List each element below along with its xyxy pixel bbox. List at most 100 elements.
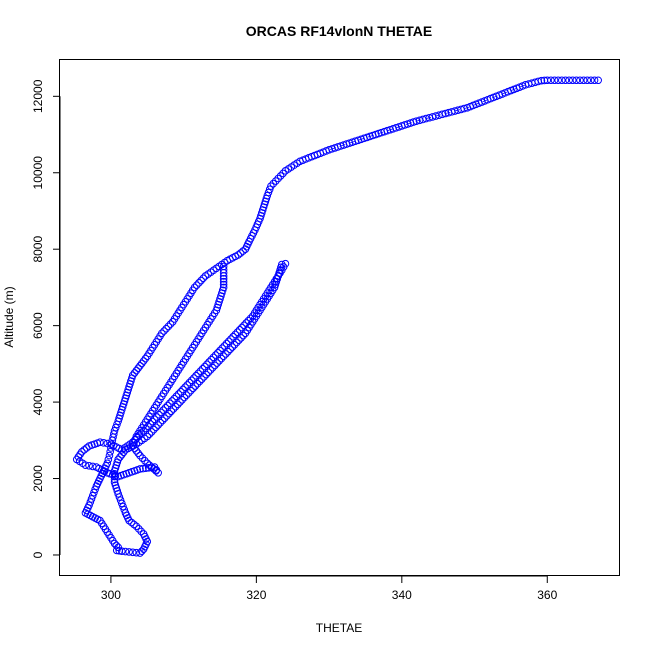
data-point	[228, 343, 237, 351]
data-point	[194, 369, 202, 378]
data-point	[178, 396, 186, 404]
data-point	[82, 444, 91, 452]
data-point	[181, 383, 189, 391]
data-point	[152, 467, 160, 475]
data-point	[198, 365, 207, 373]
data-point	[139, 464, 147, 473]
data-point	[267, 182, 275, 190]
y-tick-label: 4000	[31, 388, 45, 415]
data-point	[88, 491, 97, 500]
data-point	[565, 76, 573, 85]
data-point	[197, 276, 205, 285]
data-point	[214, 348, 222, 357]
data-point	[218, 344, 226, 353]
data-point	[195, 377, 204, 386]
data-point	[235, 326, 244, 334]
data-point	[154, 469, 162, 477]
data-point	[193, 379, 202, 388]
data-point	[164, 322, 173, 331]
data-point	[185, 378, 194, 387]
x-tick-label: 320	[246, 588, 266, 602]
data-point	[209, 353, 218, 362]
y-tick-label: 0	[31, 551, 45, 558]
data-point	[246, 314, 255, 323]
y-tick-label: 6000	[31, 312, 45, 339]
data-point	[112, 546, 121, 555]
data-point	[239, 331, 248, 340]
data-point	[131, 435, 139, 444]
data-point	[590, 76, 599, 85]
data-point	[190, 374, 198, 382]
data-point	[217, 354, 226, 363]
data-point	[206, 366, 215, 374]
data-point	[231, 330, 240, 339]
data-point	[240, 321, 248, 330]
data-point	[587, 76, 595, 85]
data-point	[125, 548, 133, 556]
data-point	[160, 327, 168, 335]
data-point	[132, 447, 141, 455]
data-point	[224, 347, 232, 356]
data-point	[192, 371, 200, 380]
data-point	[200, 362, 209, 371]
data-point	[168, 318, 177, 326]
x-tick-label: 340	[392, 588, 412, 602]
data-point	[182, 391, 191, 400]
data-point	[271, 177, 280, 185]
data-point	[200, 373, 208, 381]
data-point	[119, 502, 127, 511]
data-point	[134, 525, 143, 533]
data-point	[136, 465, 144, 473]
data-point	[279, 169, 287, 178]
data-point	[158, 416, 167, 425]
data-point	[167, 407, 176, 416]
data-point	[222, 339, 231, 348]
data-point	[269, 179, 278, 188]
data-point	[216, 346, 224, 355]
data-point	[143, 352, 152, 361]
data-point	[248, 312, 257, 320]
data-point	[114, 417, 122, 426]
data-point	[220, 342, 229, 350]
data-point	[219, 280, 228, 289]
data-point	[152, 413, 161, 421]
data-point	[145, 461, 154, 469]
data-point	[219, 275, 228, 283]
data-point	[128, 548, 137, 557]
data-point	[176, 398, 184, 406]
data-point	[127, 518, 136, 527]
data-point	[189, 384, 197, 393]
data-point	[132, 522, 141, 531]
data-point	[121, 509, 130, 517]
data-point	[196, 367, 205, 375]
y-axis: 0 2000 4000 6000 8000 10000 12000	[31, 79, 61, 558]
data-point	[132, 548, 141, 557]
data-point	[134, 364, 142, 372]
data-point	[219, 283, 228, 292]
data-point	[90, 488, 98, 497]
data-point	[106, 447, 114, 456]
data-point	[120, 505, 129, 514]
data-point	[172, 392, 181, 401]
data-point	[136, 361, 144, 370]
y-tick-label: 12000	[31, 79, 45, 113]
data-point	[137, 429, 146, 437]
data-point	[236, 249, 245, 257]
data-point	[91, 485, 99, 494]
data-point	[103, 439, 112, 448]
data-point	[219, 262, 228, 271]
data-point	[138, 454, 147, 462]
data-point	[161, 404, 170, 412]
data-point	[119, 448, 128, 457]
data-point	[130, 439, 138, 447]
data-point	[150, 425, 158, 434]
data-point	[141, 456, 149, 465]
data-point	[180, 393, 189, 402]
data-point	[208, 363, 217, 372]
data-point	[113, 420, 121, 429]
data-point	[169, 405, 178, 413]
y-tick-label: 10000	[31, 156, 45, 190]
data-point	[230, 340, 239, 349]
data-point	[558, 76, 566, 85]
